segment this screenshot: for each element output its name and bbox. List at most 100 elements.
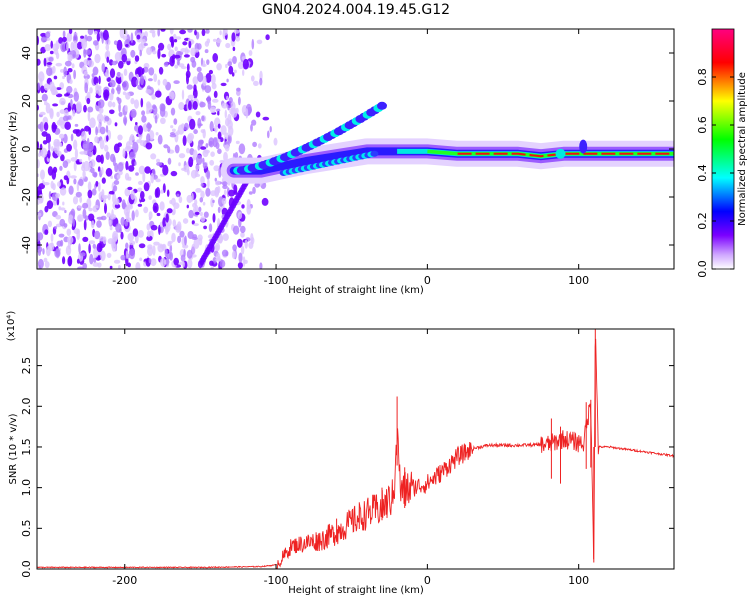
- noise-blob: [50, 233, 54, 243]
- noise-blob: [160, 189, 164, 194]
- noise-blob: [47, 166, 54, 176]
- noise-blob: [177, 124, 185, 135]
- noise-blob: [253, 80, 259, 86]
- noise-blob: [155, 132, 159, 136]
- noise-blob: [147, 78, 153, 82]
- noise-blob: [184, 235, 187, 246]
- noise-blob: [127, 186, 133, 191]
- noise-blob: [77, 215, 82, 222]
- noise-blob: [93, 257, 97, 264]
- noise-blob: [199, 211, 203, 217]
- noise-blob: [125, 217, 132, 223]
- noise-blob: [186, 84, 193, 90]
- noise-blob: [162, 78, 168, 86]
- x-tick-label: -100: [264, 574, 289, 587]
- noise-blob: [117, 134, 123, 141]
- noise-blob: [130, 190, 135, 201]
- y-axis-ticks: -40 -20 0 20 40: [20, 46, 674, 254]
- noise-blob: [200, 176, 205, 185]
- noise-blob: [186, 147, 190, 154]
- noise-blob: [82, 202, 89, 209]
- noise-blob: [161, 53, 167, 58]
- noise-blob: [229, 107, 236, 115]
- noise-blob: [45, 31, 51, 39]
- noise-blob: [212, 53, 218, 63]
- noise-blob: [67, 236, 74, 244]
- noise-blob: [64, 60, 72, 67]
- noise-blob: [118, 111, 123, 117]
- noise-blob: [250, 233, 254, 243]
- noise-blob: [120, 216, 125, 226]
- noise-blob: [251, 38, 255, 50]
- noise-blob: [206, 95, 211, 105]
- noise-blob: [91, 73, 95, 78]
- noise-blob: [95, 180, 99, 187]
- noise-blob: [40, 46, 46, 54]
- noise-blob: [151, 93, 157, 100]
- noise-blob: [221, 249, 229, 257]
- y-tick-label: 20: [20, 94, 33, 108]
- noise-blob: [117, 71, 121, 77]
- noise-blob: [178, 196, 183, 204]
- noise-blob: [156, 162, 163, 166]
- noise-blob: [217, 111, 220, 116]
- noise-blob: [51, 124, 58, 130]
- noise-blob: [222, 184, 228, 190]
- noise-blob: [228, 189, 235, 197]
- noise-blob: [236, 87, 241, 92]
- noise-blob: [206, 38, 211, 44]
- noise-blob: [169, 200, 173, 204]
- noise-blob: [82, 236, 89, 242]
- noise-blob: [188, 100, 192, 111]
- noise-blob: [177, 51, 184, 56]
- noise-blob: [39, 121, 44, 132]
- noise-blob: [169, 29, 174, 35]
- noise-blob: [54, 91, 59, 95]
- noise-blob: [92, 66, 99, 76]
- noise-blob: [77, 266, 84, 269]
- noise-blob: [83, 104, 87, 113]
- noise-blob: [193, 84, 197, 93]
- noise-blob: [117, 77, 122, 85]
- noise-blob: [182, 218, 189, 224]
- noise-blob: [170, 132, 176, 136]
- noise-blob: [107, 100, 113, 108]
- noise-blob: [252, 141, 257, 148]
- noise-blob: [37, 123, 42, 130]
- noise-blob: [169, 244, 173, 253]
- noise-blob: [209, 121, 214, 132]
- noise-blob: [56, 119, 63, 126]
- noise-blob: [209, 106, 216, 114]
- x-axis-label: Height of straight line (km): [288, 585, 424, 596]
- noise-blob: [100, 250, 106, 262]
- noise-blob: [216, 37, 221, 48]
- noise-blob: [176, 221, 182, 233]
- noise-blob: [241, 204, 245, 209]
- noise-blob: [87, 29, 94, 36]
- noise-blob: [152, 202, 159, 214]
- noise-blob: [212, 137, 218, 148]
- noise-blob: [180, 66, 187, 70]
- noise-blob: [145, 89, 152, 94]
- noise-blob: [67, 105, 72, 111]
- noise-blob: [43, 57, 47, 67]
- noise-blob: [44, 205, 49, 213]
- noise-blob: [146, 235, 153, 242]
- noise-blob: [51, 200, 59, 206]
- noise-blob: [68, 185, 74, 195]
- noise-blob: [75, 191, 82, 198]
- noise-blob: [182, 135, 187, 147]
- noise-blob: [219, 259, 226, 268]
- noise-blob: [137, 203, 143, 207]
- noise-blob: [158, 42, 165, 51]
- noise-blob: [146, 133, 151, 143]
- noise-blob: [186, 134, 193, 144]
- noise-blob: [116, 174, 121, 180]
- noise-blob: [114, 198, 120, 206]
- noise-blob: [190, 56, 196, 63]
- noise-blob: [83, 149, 88, 155]
- noise-blob: [99, 139, 105, 150]
- chart-title: GN04.2024.004.19.45.G12: [262, 2, 450, 18]
- noise-blob: [82, 208, 87, 219]
- noise-blob: [134, 124, 139, 132]
